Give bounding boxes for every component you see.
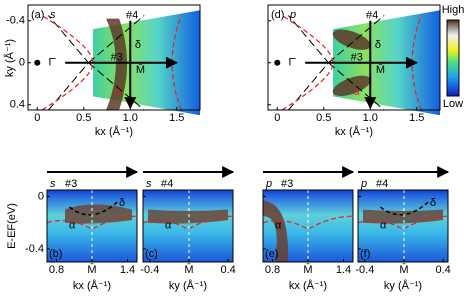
delta-dispersion xyxy=(69,199,120,216)
band-feature xyxy=(332,75,371,97)
x-tick-label: -0.4 xyxy=(140,264,159,276)
x-tick-label: -0.4 xyxy=(355,264,374,276)
cut-label: #4 xyxy=(126,9,138,21)
panel-tag: (f) xyxy=(360,248,370,260)
m-label: M̄ xyxy=(376,63,385,76)
x-tick-label: 1.0 xyxy=(123,112,138,124)
colorbar-low: Low xyxy=(443,98,463,110)
panel-tag: (a) xyxy=(31,9,44,21)
cut-label: #3 xyxy=(281,178,293,190)
alpha-label: α xyxy=(380,219,387,231)
x-tick-label: M̄ xyxy=(184,263,193,276)
x-tick-label: 1.4 xyxy=(336,264,351,276)
x-axis-label: kx (Å⁻¹) xyxy=(289,279,327,292)
x-axis-label: ky (Å⁻¹) xyxy=(384,279,422,292)
x-tick-label: 1.5 xyxy=(169,112,184,124)
cut-label: #4 xyxy=(161,178,173,190)
panel-tag: (e) xyxy=(265,248,278,260)
y-tick-label: 0.4 xyxy=(10,99,25,111)
alpha-dispersion xyxy=(46,215,138,230)
cut-label: #3 xyxy=(65,178,77,190)
polarization: s xyxy=(146,178,152,190)
intensity-map xyxy=(358,190,448,262)
m-label: M̄ xyxy=(136,63,145,76)
delta-label: δ xyxy=(135,39,141,51)
gamma-label: Γ̄ xyxy=(288,57,296,69)
gamma-label: Γ̄ xyxy=(48,57,56,69)
x-tick-label: 0 xyxy=(34,112,40,124)
cut-label: #4 xyxy=(376,178,388,190)
x-axis-label: kx (Å⁻¹) xyxy=(335,125,373,138)
intensity-map xyxy=(143,190,233,262)
plot-frame xyxy=(267,4,441,111)
band-feature xyxy=(263,200,289,262)
x-tick-label: M̄ xyxy=(399,263,408,276)
alpha-dispersion xyxy=(142,215,234,230)
y-tick-label: -0.4 xyxy=(25,243,44,255)
delta-label: δ xyxy=(375,39,381,51)
x-axis-label: kx (Å⁻¹) xyxy=(73,279,111,292)
delta-label: δ xyxy=(430,197,436,209)
x-tick-label: 0.8 xyxy=(49,264,64,276)
band-feature xyxy=(332,29,371,50)
plot-frame xyxy=(27,4,201,111)
alpha-dispersion xyxy=(357,215,449,230)
x-tick-label: M̄ xyxy=(87,263,96,276)
cut-label: #4 xyxy=(366,9,378,21)
polarization: p xyxy=(360,178,367,190)
panel-tag: (b) xyxy=(49,248,62,260)
plot-frame xyxy=(357,189,449,263)
x-tick-label: 1.5 xyxy=(409,112,424,124)
alpha-label: α xyxy=(114,86,121,98)
colorbar xyxy=(446,19,460,97)
y-axis-label: E-EF(eV) xyxy=(6,203,18,249)
alpha-label: α xyxy=(354,86,361,98)
x-tick-label: 1.4 xyxy=(120,264,135,276)
colorbar-high: High xyxy=(442,4,465,16)
x-tick-label: 0.5 xyxy=(76,112,91,124)
x-tick-label: 0.4 xyxy=(220,264,235,276)
x-tick-label: M̄ xyxy=(303,263,312,276)
cut-label: #3 xyxy=(111,51,123,63)
alpha-label: α xyxy=(69,219,76,231)
gamma-point xyxy=(274,59,281,66)
polarization: s xyxy=(50,9,56,21)
y-tick-label: 0 xyxy=(38,190,44,202)
plot-frame xyxy=(142,189,234,263)
polarization: p xyxy=(265,178,272,190)
panel-tag: (d) xyxy=(271,9,284,21)
x-axis-label: kx (Å⁻¹) xyxy=(95,125,133,138)
delta-label: δ xyxy=(119,197,125,209)
alpha-label: α xyxy=(165,219,172,231)
x-axis-label: ky (Å⁻¹) xyxy=(169,279,207,292)
x-tick-label: 0.5 xyxy=(316,112,331,124)
delta-dispersion xyxy=(380,199,431,216)
polarization: p xyxy=(289,9,296,21)
x-tick-label: 0.8 xyxy=(265,264,280,276)
alpha-label: α xyxy=(275,219,282,231)
gamma-point xyxy=(34,59,41,66)
x-tick-label: 0.4 xyxy=(435,264,450,276)
x-tick-label: 0 xyxy=(274,112,280,124)
x-tick-label: 1.0 xyxy=(363,112,378,124)
panel-tag: (c) xyxy=(145,248,158,260)
y-tick-label: -0.4 xyxy=(6,15,25,27)
alpha-dispersion xyxy=(262,215,354,230)
cut-label: #3 xyxy=(351,51,363,63)
y-tick-label: 0 xyxy=(19,57,25,69)
y-axis-label: ky (Å⁻¹) xyxy=(3,39,16,77)
band-feature xyxy=(106,18,128,110)
polarization: s xyxy=(50,178,56,190)
